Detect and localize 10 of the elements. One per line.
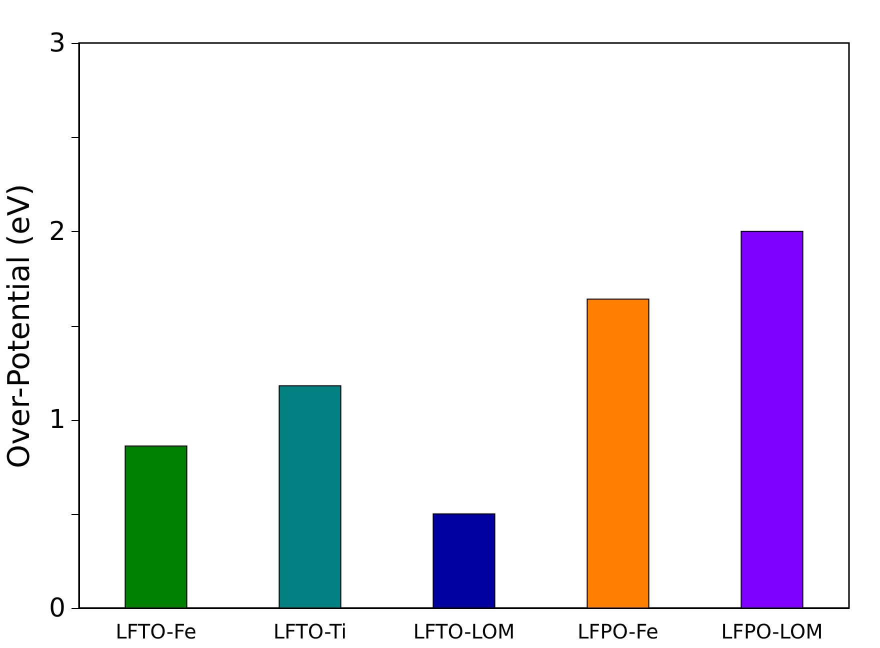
- y-tick-label: 1: [48, 405, 66, 436]
- y-axis-title: Over-Potential (eV): [2, 184, 37, 468]
- x-tick-label: LFPO-LOM: [721, 620, 823, 644]
- y-tick-label: 0: [48, 594, 66, 624]
- x-tick-label: LFPO-Fe: [578, 620, 658, 644]
- x-tick-label: LFTO-Fe: [116, 620, 196, 644]
- x-tick-label: LFTO-LOM: [413, 620, 515, 644]
- x-tick-label: LFTO-Ti: [273, 620, 347, 644]
- y-tick-label: 2: [48, 216, 66, 247]
- y-tick-label: 3: [48, 28, 66, 58]
